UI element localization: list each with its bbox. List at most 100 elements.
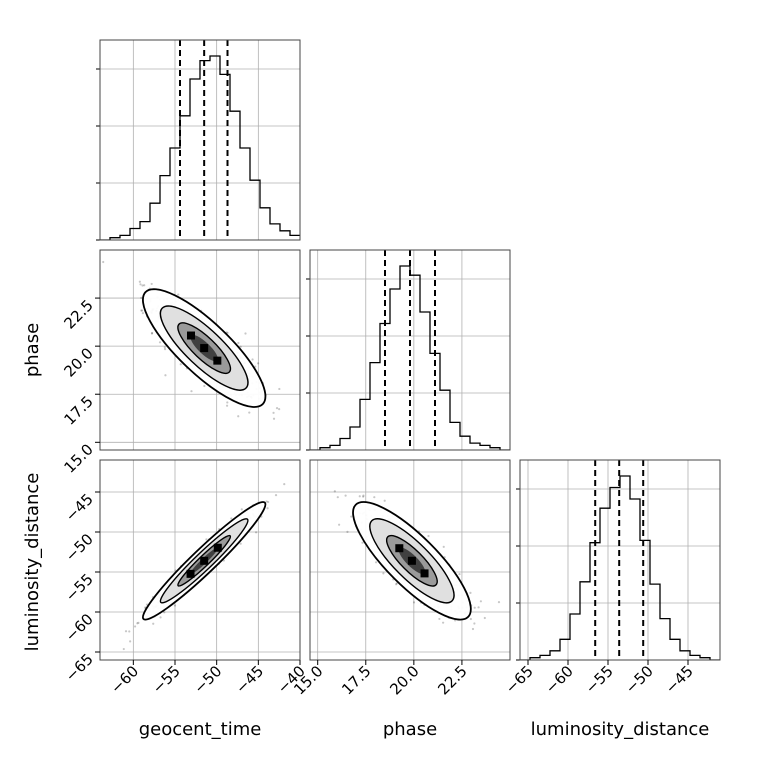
sample-point: [163, 348, 167, 351]
density-core-cell: [213, 356, 222, 365]
sample-point: [458, 572, 461, 576]
grid-lines: [100, 460, 300, 660]
x-tick-label: −50: [190, 662, 225, 697]
sample-point: [383, 499, 386, 502]
x-tick-label: −60: [107, 662, 142, 697]
panel-frame: [519, 459, 721, 661]
sample-point: [350, 515, 353, 518]
x-tick-label: −55: [149, 662, 184, 697]
density-core-cell: [407, 556, 416, 565]
sample-point: [129, 640, 132, 643]
y-tick-label: −45: [62, 490, 97, 525]
histogram-bar: [680, 651, 690, 660]
y-tick-label: −50: [62, 530, 97, 565]
histogram-bar: [660, 619, 670, 660]
sample-point: [338, 523, 341, 526]
panel-frame: [309, 459, 511, 661]
x-tick-label: −60: [542, 662, 577, 697]
sample-point: [159, 616, 162, 619]
density-core-cell: [420, 569, 429, 578]
sample-point: [122, 647, 125, 651]
sample-point: [150, 282, 153, 286]
sample-point: [344, 494, 347, 497]
sample-point: [283, 483, 286, 486]
x-axis-label-luminosity-distance: luminosity_distance: [531, 719, 710, 740]
histogram-bar: [670, 639, 680, 660]
grid-lines: [100, 250, 300, 450]
sample-point: [469, 617, 472, 621]
sample-point: [205, 538, 208, 541]
density-contours: [142, 501, 267, 621]
histogram-bar: [620, 476, 630, 660]
sample-point: [239, 542, 242, 545]
y-tick-label: 20.0: [60, 344, 96, 380]
sample-point: [473, 622, 476, 625]
sample-point: [274, 494, 278, 497]
sample-point: [471, 627, 475, 631]
sample-point: [102, 260, 105, 264]
y-tick-label: −65: [62, 650, 97, 685]
sample-point: [483, 616, 486, 620]
sample-point: [226, 401, 229, 404]
histogram-bar: [570, 614, 580, 660]
y-tick-label: 22.5: [60, 296, 96, 332]
panel-phase-histogram: [306, 249, 511, 451]
histogram-bar: [480, 445, 490, 450]
panel-luminosity-distance-histogram: −65 −60 −55 −50 −45: [502, 459, 721, 697]
sample-point: [373, 496, 376, 499]
density-contours: [142, 288, 267, 408]
y-tick-label: 15.0: [60, 440, 96, 476]
histogram-bar: [260, 208, 270, 240]
sample-point: [254, 531, 258, 534]
histogram-bar: [470, 443, 480, 450]
histogram-bar: [120, 235, 130, 240]
grid-lines: [310, 250, 510, 450]
grid-lines: [100, 40, 300, 240]
y-tick-label: 17.5: [60, 392, 96, 428]
sample-point: [158, 341, 162, 344]
sample-point: [163, 346, 166, 349]
histogram-bar: [390, 289, 400, 450]
x-tick-label: −65: [502, 662, 537, 697]
sample-point: [152, 622, 155, 625]
sample-point: [164, 374, 167, 377]
x-axis-label-phase: phase: [383, 719, 437, 740]
x-tick-label: −55: [582, 662, 617, 697]
sample-point: [362, 495, 365, 498]
sample-point: [173, 604, 177, 607]
x-tick-label: 20.0: [386, 662, 422, 698]
histogram-bar: [370, 363, 380, 450]
panel-geocent-time-vs-luminosity-distance: −60 −55 −50 −45 −40−65−60−55−50−45: [62, 459, 309, 697]
sample-point: [473, 606, 476, 609]
sample-point: [266, 507, 269, 510]
histogram-bar: [140, 222, 150, 240]
histogram-bar: [690, 655, 700, 660]
histogram-bar: [460, 436, 470, 450]
histogram-step-line: [100, 55, 300, 240]
sample-point: [124, 630, 128, 633]
histogram-bar: [560, 639, 570, 660]
density-core-cell: [395, 544, 404, 553]
y-axis-label-phase: phase: [22, 323, 43, 377]
x-tick-label: −50: [622, 662, 657, 697]
histogram: [100, 55, 300, 241]
sample-point: [141, 312, 144, 315]
panel-phase-vs-luminosity-distance: 15.0 17.5 20.0 22.5: [290, 459, 511, 698]
sample-point: [251, 358, 254, 361]
sample-point: [190, 390, 193, 393]
sample-point: [395, 583, 398, 586]
sample-point: [333, 490, 336, 493]
sample-point: [361, 541, 364, 544]
histogram-bar: [360, 399, 370, 450]
sample-point: [244, 332, 247, 335]
sample-point: [140, 296, 143, 300]
sample-point: [141, 284, 144, 287]
sample-point: [336, 496, 339, 499]
sample-point: [382, 572, 385, 575]
histogram-bar: [130, 229, 140, 241]
sample-point: [442, 545, 445, 548]
sample-point: [412, 601, 416, 604]
histogram-bar: [540, 655, 550, 660]
density-core-cell: [186, 331, 195, 340]
sample-point: [362, 494, 365, 497]
